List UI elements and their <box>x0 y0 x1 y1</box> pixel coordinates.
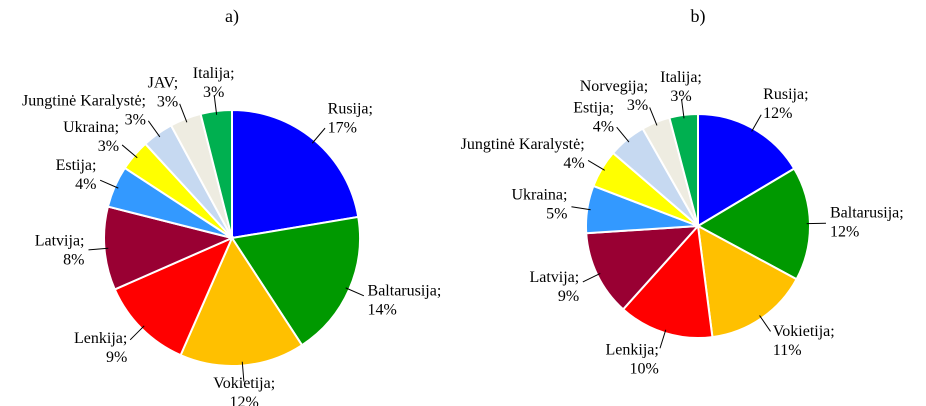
leader-line <box>582 272 601 283</box>
slice-value-label: 4% <box>593 119 614 136</box>
leader-line <box>616 126 630 143</box>
slice-value-label: 3% <box>670 88 691 105</box>
leader-line <box>659 329 667 349</box>
slice-label: Ukraina; <box>512 187 568 204</box>
slice-label: Italija; <box>660 69 702 86</box>
leader-line <box>311 127 326 144</box>
leader-line <box>213 95 218 115</box>
leader-line <box>759 315 771 332</box>
slice-label: Lenkija; <box>74 330 127 347</box>
slice-value-label: 5% <box>546 206 567 223</box>
leader-line <box>587 159 605 171</box>
slice-label: Estija; <box>573 100 614 117</box>
slice-label: Baltarusija; <box>368 282 442 299</box>
slice-value-label: 9% <box>106 349 127 366</box>
slice-label: Baltarusija; <box>830 205 904 222</box>
leader-line <box>681 99 685 119</box>
slice-value-label: 3% <box>125 112 146 129</box>
slice-label: Rusija; <box>328 101 373 118</box>
slice-value-label: 3% <box>98 138 119 155</box>
slice-label: Jungtinė Karalystė; <box>22 93 146 110</box>
slice-value-label: 12% <box>230 394 259 406</box>
slice-label: Estija; <box>56 157 97 174</box>
leader-line <box>345 287 365 297</box>
leader-line <box>751 114 762 132</box>
slice-value-label: 3% <box>203 84 224 101</box>
slice-label: Lenkija; <box>606 341 659 358</box>
slice-value-label: 17% <box>328 120 357 137</box>
slice-label: Ukraina; <box>63 119 119 136</box>
leader-line <box>121 144 138 159</box>
slice-label: JAV; <box>148 74 179 91</box>
slice-value-label: 14% <box>368 301 397 318</box>
leader-line <box>571 206 591 211</box>
slice-label: Latvija; <box>35 233 85 250</box>
slice-value-label: 9% <box>558 288 579 305</box>
slice-label: Italija; <box>193 65 235 82</box>
slice-value-label: 4% <box>75 176 96 193</box>
slice-value-label: 12% <box>830 224 859 241</box>
leader-line <box>179 103 188 123</box>
slice-value-label: 3% <box>157 93 178 110</box>
slice-label: Jungtinė Karalystė; <box>461 136 585 153</box>
slice-label: Norvegija; <box>580 78 648 95</box>
slice-value-label: 8% <box>63 252 84 269</box>
slice-value-label: 12% <box>763 105 792 122</box>
slice-value-label: 4% <box>563 155 584 172</box>
chart-title: b) <box>691 6 706 27</box>
slice-label: Vokietija; <box>213 375 275 392</box>
slice-value-label: 11% <box>773 342 802 359</box>
leader-line <box>129 325 145 341</box>
leader-line <box>88 247 109 251</box>
slice-value-label: 3% <box>627 97 648 114</box>
slice-label: Rusija; <box>763 86 808 103</box>
slice-label: Latvija; <box>529 269 579 286</box>
leader-line <box>147 120 161 138</box>
slice-label: Vokietija; <box>773 323 835 340</box>
leader-line <box>649 107 658 126</box>
leader-line <box>99 179 119 189</box>
slice-value-label: 10% <box>630 360 659 377</box>
leader-line <box>241 361 245 382</box>
chart-title: a) <box>225 6 239 27</box>
